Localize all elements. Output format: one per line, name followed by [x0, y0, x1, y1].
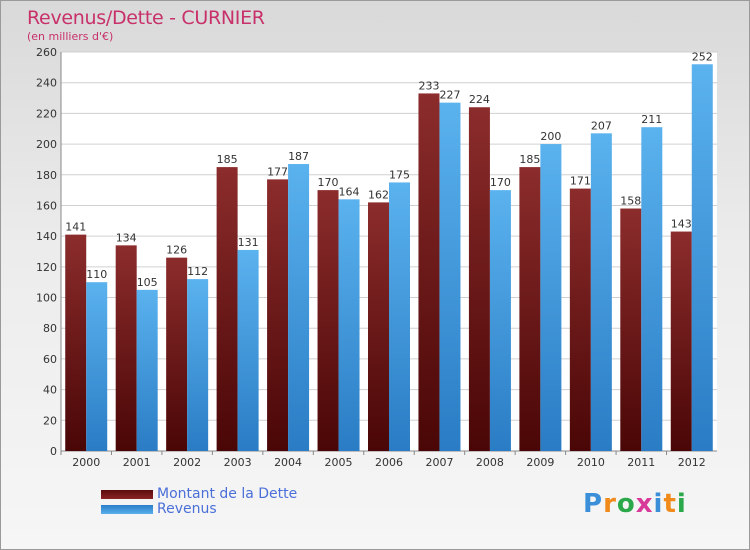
data-label-dette: 224: [469, 93, 490, 106]
x-tick-label: 2000: [72, 456, 100, 469]
x-tick-label: 2009: [526, 456, 554, 469]
logo-letter: t: [663, 489, 677, 519]
logo-letter: r: [603, 489, 617, 519]
data-label-revenus: 175: [389, 168, 410, 181]
data-label-revenus: 105: [137, 276, 158, 289]
bar-revenus: [489, 190, 511, 451]
data-label-dette: 177: [267, 165, 288, 178]
data-label-dette: 141: [65, 221, 86, 234]
logo-letter: x: [635, 489, 654, 519]
bar-dette: [267, 179, 289, 451]
data-label-dette: 143: [671, 218, 692, 231]
y-tick-label: 0: [50, 445, 57, 458]
y-tick-label: 100: [36, 292, 57, 305]
y-tick-label: 260: [36, 46, 57, 59]
data-label-dette: 158: [620, 195, 641, 208]
logo-letter: i: [676, 489, 687, 519]
x-tick-label: 2012: [678, 456, 706, 469]
bar-revenus: [540, 144, 562, 452]
chart-title: Revenus/Dette - CURNIER: [27, 7, 265, 29]
x-tick-label: 2008: [476, 456, 504, 469]
bar-dette: [65, 234, 87, 451]
bar-dette: [166, 257, 188, 451]
bar-dette: [115, 245, 137, 451]
bar-revenus: [691, 64, 713, 452]
y-tick-label: 240: [36, 77, 57, 90]
chart-subtitle: (en milliers d'€): [27, 30, 114, 43]
bar-dette: [670, 231, 692, 451]
bar-revenus: [288, 164, 310, 451]
data-label-dette: 134: [116, 231, 137, 244]
x-tick-label: 2006: [375, 456, 403, 469]
data-label-revenus: 211: [641, 113, 662, 126]
y-tick-label: 200: [36, 138, 57, 151]
data-label-dette: 162: [368, 188, 389, 201]
bar-dette: [418, 93, 440, 451]
x-tick-label: 2010: [577, 456, 605, 469]
data-label-dette: 170: [318, 176, 339, 189]
data-label-dette: 185: [217, 153, 238, 166]
x-tick-label: 2011: [627, 456, 655, 469]
y-tick-label: 120: [36, 261, 57, 274]
x-tick-label: 2003: [224, 456, 252, 469]
bar-revenus: [338, 199, 360, 451]
bar-revenus: [86, 282, 108, 451]
data-label-dette: 233: [418, 79, 439, 92]
x-tick-label: 2002: [173, 456, 201, 469]
x-tick-label: 2005: [325, 456, 353, 469]
bar-dette: [317, 190, 339, 451]
logo-letter: o: [616, 489, 636, 519]
y-tick-label: 140: [36, 230, 57, 243]
data-label-dette: 126: [166, 244, 187, 257]
data-label-dette: 171: [570, 175, 591, 188]
y-tick-label: 80: [43, 322, 57, 335]
legend-label-dette: Montant de la Dette: [157, 486, 298, 502]
legend-swatch-dette: [101, 490, 153, 499]
y-tick-label: 180: [36, 169, 57, 182]
data-label-revenus: 227: [439, 89, 460, 102]
y-tick-label: 160: [36, 199, 57, 212]
bar-dette: [519, 167, 541, 451]
data-label-revenus: 131: [238, 236, 259, 249]
bar-dette: [368, 202, 389, 451]
bar-revenus: [237, 249, 259, 451]
y-tick-label: 20: [43, 414, 57, 427]
bar-revenus: [641, 127, 663, 451]
data-label-revenus: 164: [339, 185, 360, 198]
logo-letter: P: [583, 489, 604, 519]
x-tick-label: 2007: [425, 456, 453, 469]
data-label-revenus: 112: [187, 265, 208, 278]
bar-revenus: [187, 279, 209, 451]
data-label-revenus: 187: [288, 150, 309, 163]
data-label-revenus: 207: [591, 119, 612, 132]
data-label-dette: 185: [519, 153, 540, 166]
bar-revenus: [590, 133, 612, 452]
legend-label-revenus: Revenus: [157, 501, 217, 517]
y-tick-label: 220: [36, 107, 57, 120]
bar-dette: [216, 167, 238, 451]
y-tick-label: 40: [43, 384, 57, 397]
x-tick-label: 2001: [123, 456, 151, 469]
bar-revenus: [136, 289, 158, 451]
proxiti-logo: Proxiti: [583, 489, 687, 519]
logo-letter: i: [653, 489, 664, 519]
x-tick-label: 2004: [274, 456, 302, 469]
data-label-revenus: 252: [692, 50, 713, 63]
y-tick-label: 60: [43, 353, 57, 366]
bar-revenus: [389, 182, 410, 451]
data-label-revenus: 200: [540, 130, 561, 143]
data-label-revenus: 110: [86, 268, 107, 281]
bar-revenus: [439, 102, 461, 452]
bar-dette: [620, 208, 642, 451]
bar-dette: [468, 107, 490, 451]
bar-dette: [569, 188, 591, 452]
legend-swatch-revenus: [101, 505, 153, 514]
data-label-revenus: 170: [490, 176, 511, 189]
